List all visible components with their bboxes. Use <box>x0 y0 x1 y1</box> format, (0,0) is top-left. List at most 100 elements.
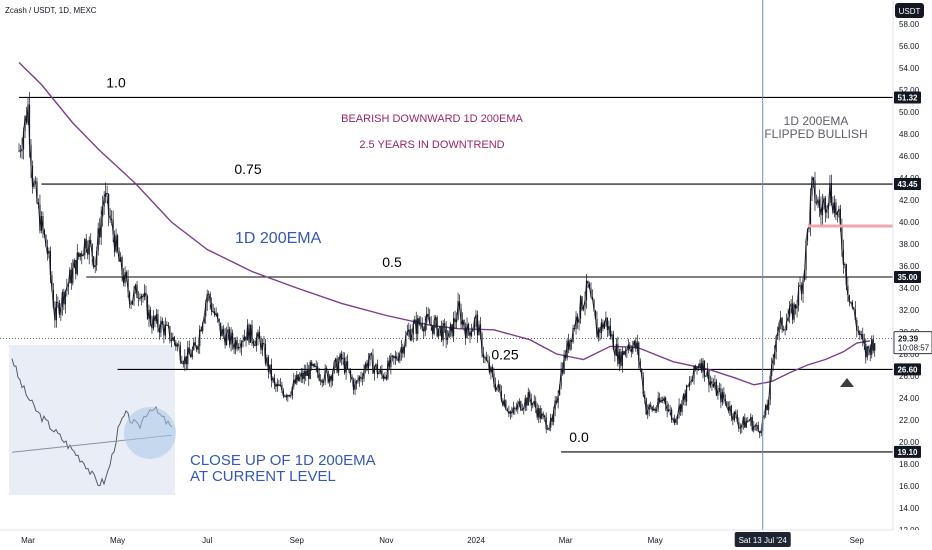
candle-body <box>370 353 373 355</box>
candle-body <box>596 319 598 338</box>
candle-body <box>559 386 561 396</box>
candle-body <box>560 368 562 387</box>
candle-body <box>711 381 713 385</box>
candle-body <box>445 325 447 340</box>
candle-body <box>49 250 51 276</box>
candle-body <box>251 324 253 342</box>
candle-body <box>659 397 661 403</box>
candle-body <box>45 235 47 247</box>
candle-body <box>824 198 827 213</box>
candle-body <box>296 374 298 384</box>
price-tag-label: 35.00 <box>897 273 918 282</box>
candle-body <box>488 361 491 373</box>
candle-body <box>493 373 495 384</box>
candle-body <box>609 325 611 337</box>
currency-button-label[interactable]: USDT <box>899 7 921 16</box>
candle-body <box>765 405 767 416</box>
x-tick-label: Mar <box>559 536 573 545</box>
candle-body <box>109 215 111 219</box>
candle-body <box>442 323 444 341</box>
candle-body <box>302 372 304 380</box>
candle-body <box>99 228 101 238</box>
candle-body <box>826 209 828 213</box>
fib-level-label: 0.5 <box>382 254 402 270</box>
candle-body <box>96 250 98 266</box>
candle-body <box>72 267 74 284</box>
candle-body <box>30 144 32 166</box>
candle-body <box>766 405 768 411</box>
annotation-flipped-line2: FLIPPED BULLISH <box>764 127 867 141</box>
candle-body <box>606 317 609 331</box>
candle-body <box>502 400 504 406</box>
candle-body <box>696 367 698 370</box>
candle-body <box>196 345 198 350</box>
candle-body <box>835 202 837 216</box>
candle-body <box>473 319 476 329</box>
candle-body <box>79 253 81 257</box>
candle-body <box>448 330 450 338</box>
candle-body <box>70 269 72 284</box>
candle-body <box>476 314 479 336</box>
candle-body <box>66 287 68 292</box>
candle-body <box>787 316 789 322</box>
candle-body <box>478 324 480 336</box>
candle-body <box>744 417 746 428</box>
candle-body <box>841 227 843 250</box>
candle-body <box>814 180 816 203</box>
time-axis[interactable] <box>0 530 932 550</box>
annotation-bearish-line1: BEARISH DOWNWARD 1D 200EMA <box>341 113 523 125</box>
candle-body <box>620 351 622 366</box>
candle-body <box>272 377 274 381</box>
candle-body <box>712 384 715 387</box>
candle-body <box>526 398 528 406</box>
x-tick-label: 2024 <box>467 536 485 545</box>
candle-body <box>791 303 794 320</box>
candle-body <box>874 343 876 351</box>
candle-body <box>617 344 619 365</box>
candle-body <box>229 329 231 345</box>
candle-body <box>872 339 874 351</box>
candle-body <box>336 358 338 373</box>
candle-body <box>538 408 540 418</box>
candle-body <box>184 356 186 365</box>
candle-body <box>354 383 356 390</box>
candle-body <box>699 362 701 368</box>
candle-body <box>455 319 458 323</box>
currency-button[interactable]: USDT <box>895 3 924 18</box>
candle-body <box>633 340 635 346</box>
candle-body <box>706 370 709 377</box>
candle-body <box>226 332 228 346</box>
candle-body <box>260 338 262 351</box>
candle-body <box>724 399 726 402</box>
candle-body <box>73 260 75 268</box>
candle-body <box>115 235 117 252</box>
candle-body <box>777 332 779 337</box>
candle-body <box>444 323 446 326</box>
candle-body <box>276 384 278 387</box>
candle-body <box>103 196 105 207</box>
candle-body <box>287 395 289 398</box>
candle-body <box>709 381 712 386</box>
candle-body <box>378 372 380 375</box>
candle-body <box>853 307 855 310</box>
candle-body <box>264 344 267 364</box>
candle-body <box>78 252 80 257</box>
currency-button-bg[interactable] <box>895 3 924 18</box>
candle-body <box>433 320 435 334</box>
candle-body <box>37 202 40 205</box>
price-tag-bg <box>894 445 921 458</box>
candle-body <box>346 361 349 369</box>
candle-body <box>367 360 370 369</box>
fib-levels: 1.0 0.75 0.5 0.25 0.0 <box>19 74 893 453</box>
candle-body <box>242 340 244 342</box>
candle-body <box>848 295 850 303</box>
candle-body <box>812 177 815 181</box>
candle-body <box>729 405 731 411</box>
candle-body <box>569 339 571 350</box>
candle-body <box>690 381 692 383</box>
price-layer <box>18 92 876 439</box>
candle-body <box>231 332 234 344</box>
candle-body <box>494 383 497 391</box>
candle-body <box>128 292 131 304</box>
